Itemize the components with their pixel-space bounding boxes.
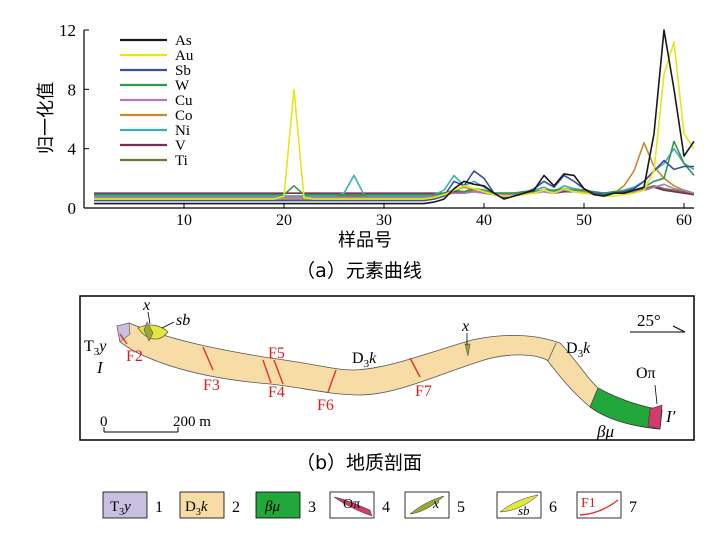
fault-label-F5: F5	[268, 345, 285, 362]
legend-label-ti: Ti	[175, 153, 188, 169]
caption-a: （a）元素曲线	[296, 260, 422, 282]
legend-swatch-t3y	[102, 491, 148, 519]
legend-x-lens	[409, 495, 445, 515]
legend-label-cu: Cu	[175, 93, 193, 109]
y-tick-label: 0	[68, 199, 77, 218]
legend-label-au: Au	[175, 48, 194, 64]
legend-idx-4: 4	[382, 499, 390, 516]
x-tick-label: 60	[676, 212, 692, 229]
legend-o-pi-dyke	[333, 496, 373, 517]
t3y-unit	[116, 322, 131, 343]
legend-label-as: As	[175, 33, 192, 49]
legend-label-co: Co	[175, 108, 193, 124]
legend-sym-t3y: T3y	[110, 499, 131, 518]
scale-bar: 0 200 m	[100, 414, 211, 433]
x-label-1: x	[142, 297, 150, 314]
y-tick-label: 4	[68, 140, 77, 159]
scale-zero: 0	[100, 414, 108, 430]
contact-line	[547, 342, 557, 362]
series-line-as	[94, 29, 695, 205]
legend-label-v: V	[175, 138, 186, 154]
legend-label-w: W	[175, 78, 190, 94]
legend-sym-fault: F1	[581, 496, 596, 511]
fault-label-F3: F3	[203, 377, 220, 394]
x-tick-label: 20	[276, 212, 292, 229]
beta-mu-label: βμ	[596, 422, 614, 441]
series-line-sb	[94, 159, 694, 202]
sb-leader	[161, 321, 175, 329]
legend-label-ni: Ni	[175, 123, 190, 139]
tick-layer: 10 20 30 40 50 60 0 4 8 12	[59, 21, 692, 229]
o-pi-label: Oπ	[636, 365, 656, 382]
fault-F6	[327, 369, 337, 393]
legend-label-sb: Sb	[175, 63, 191, 79]
fault-F4	[262, 359, 272, 384]
section-frame	[79, 295, 695, 441]
d3k-label-2: D3k	[566, 340, 591, 360]
x-tick-label: 50	[576, 212, 592, 229]
legend-sym-sb: sb	[518, 503, 530, 518]
legend-sym-o-pi: Oπ	[343, 497, 360, 512]
legend-sym-beta-mu: βμ	[264, 499, 280, 515]
fault-F2	[119, 333, 128, 345]
legend-sym-d3k: D3k	[185, 499, 208, 518]
legend-fault-line	[579, 499, 619, 516]
series-layer	[94, 29, 695, 205]
legend-idx-2: 2	[232, 499, 240, 516]
legend-sym-x: x	[432, 497, 440, 512]
fault-label-F6: F6	[317, 397, 334, 414]
x-lens-2	[464, 343, 471, 357]
legend-idx-3: 3	[308, 499, 316, 516]
fault-labels: F2 F3 F5 F4 F6 F7	[126, 345, 432, 414]
y-tick-label: 12	[59, 21, 76, 40]
series-line-w	[94, 140, 695, 196]
d3k-label-1: D3k	[352, 350, 377, 370]
t3y-label: T3y	[84, 338, 107, 358]
y-axis-label: 归一化值	[36, 82, 57, 154]
legend-idx-1: 1	[155, 499, 163, 516]
x-tick-label: 10	[176, 212, 192, 229]
fault-label-F2: F2	[126, 348, 143, 365]
fault-F3	[202, 346, 214, 371]
dip-label: 25°	[637, 311, 661, 330]
y-tick-label: 8	[68, 80, 77, 99]
legend-sb-lens	[499, 494, 539, 513]
fault-label-F7: F7	[415, 383, 432, 400]
fault-label-F4: F4	[268, 384, 285, 401]
o-pi-leader	[654, 384, 658, 405]
x-label-2: x	[461, 318, 469, 335]
sb-label: sb	[176, 312, 190, 329]
caption-b: （b）地质剖面	[296, 452, 422, 474]
legend-swatch-fault	[576, 491, 622, 519]
legend-idx-7: 7	[629, 499, 637, 516]
dip-arrow	[672, 325, 686, 333]
faults	[119, 333, 421, 393]
map-legend: T3y 1 D3k 2 βμ 3 Oπ 4 x 5 sb 6 F1 7	[102, 491, 637, 519]
fault-F5	[273, 359, 284, 385]
x-tick-label: 40	[476, 212, 492, 229]
legend-swatch-d3k	[179, 491, 225, 519]
section-end-I-prime: I′	[665, 407, 676, 426]
legend-idx-6: 6	[549, 499, 557, 516]
x-tick-label: 30	[376, 212, 392, 229]
section-start-I: I	[96, 358, 104, 377]
scale-length: 200 m	[173, 414, 211, 430]
x-lens-1	[143, 321, 154, 342]
fault-F7	[409, 357, 421, 378]
legend-swatch-beta-mu	[255, 491, 301, 519]
legend-idx-5: 5	[457, 499, 465, 516]
x-axis-label: 样品号	[338, 230, 392, 251]
x-leader-1	[147, 311, 151, 325]
o-pi-dyke	[647, 404, 663, 430]
